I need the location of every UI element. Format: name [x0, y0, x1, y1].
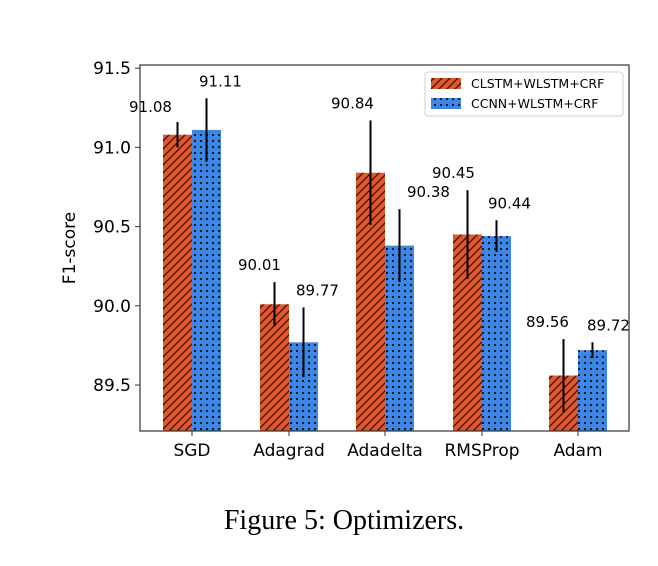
data-label-adadelta-clstm: 90.84 [331, 94, 374, 112]
error-bars-layer [176, 98, 594, 412]
y-axis: 89.5 90.0 90.5 91.0 91.5 [93, 59, 140, 396]
legend-label-ccnn: CCNN+WLSTM+CRF [471, 96, 598, 111]
x-tick-label-rmsprop: RMSProp [444, 441, 519, 461]
bar-adam-ccnn [578, 350, 607, 431]
x-tick-label-adagrad: Adagrad [253, 441, 325, 461]
data-label-sgd-clstm: 91.08 [129, 98, 172, 116]
y-tick-label-89.5: 89.5 [93, 376, 131, 396]
x-tick-label-adadelta: Adadelta [347, 441, 423, 461]
bar-sgd-clstm [163, 134, 192, 431]
data-label-adadelta-ccnn: 90.38 [407, 183, 450, 201]
legend-label-clstm: CLSTM+WLSTM+CRF [471, 76, 604, 91]
legend-box [424, 71, 624, 117]
bar-sgd-ccnn [192, 129, 221, 431]
x-axis: SGD Adagrad Adadelta RMSProp Adam [173, 431, 603, 461]
bars-layer [163, 129, 607, 431]
y-tick-label-91.5: 91.5 [93, 59, 131, 79]
data-labels-layer: 91.08 90.01 90.84 90.45 89.56 91.11 89.77 90.38… [129, 72, 630, 334]
y-tick-label-90.0: 90.0 [93, 297, 131, 317]
data-label-adam-clstm: 89.56 [526, 313, 569, 331]
data-label-adagrad-ccnn: 89.77 [296, 281, 339, 299]
data-label-rmsprop-clstm: 90.45 [432, 164, 475, 182]
legend: CLSTM+WLSTM+CRF CCNN+WLSTM+CRF [424, 71, 624, 117]
legend-swatch-ccnn [431, 98, 461, 109]
figure-caption: Figure 5: Optimizers. [223, 505, 465, 536]
bar-chart: 91.08 90.01 90.84 90.45 89.56 91.11 89.77 90.38… [60, 59, 630, 461]
y-axis-label: F1-score [60, 212, 80, 284]
data-label-sgd-ccnn: 91.11 [199, 72, 242, 90]
x-tick-label-adam: Adam [553, 441, 602, 461]
data-label-adagrad-clstm: 90.01 [238, 256, 281, 274]
data-label-adam-ccnn: 89.72 [587, 316, 630, 334]
data-label-rmsprop-ccnn: 90.44 [488, 194, 531, 212]
x-tick-label-sgd: SGD [173, 441, 210, 461]
bar-rmsprop-ccnn [482, 236, 511, 431]
y-tick-label-90.5: 90.5 [93, 218, 131, 238]
y-tick-label-91.0: 91.0 [93, 138, 131, 158]
legend-swatch-clstm [431, 78, 461, 89]
